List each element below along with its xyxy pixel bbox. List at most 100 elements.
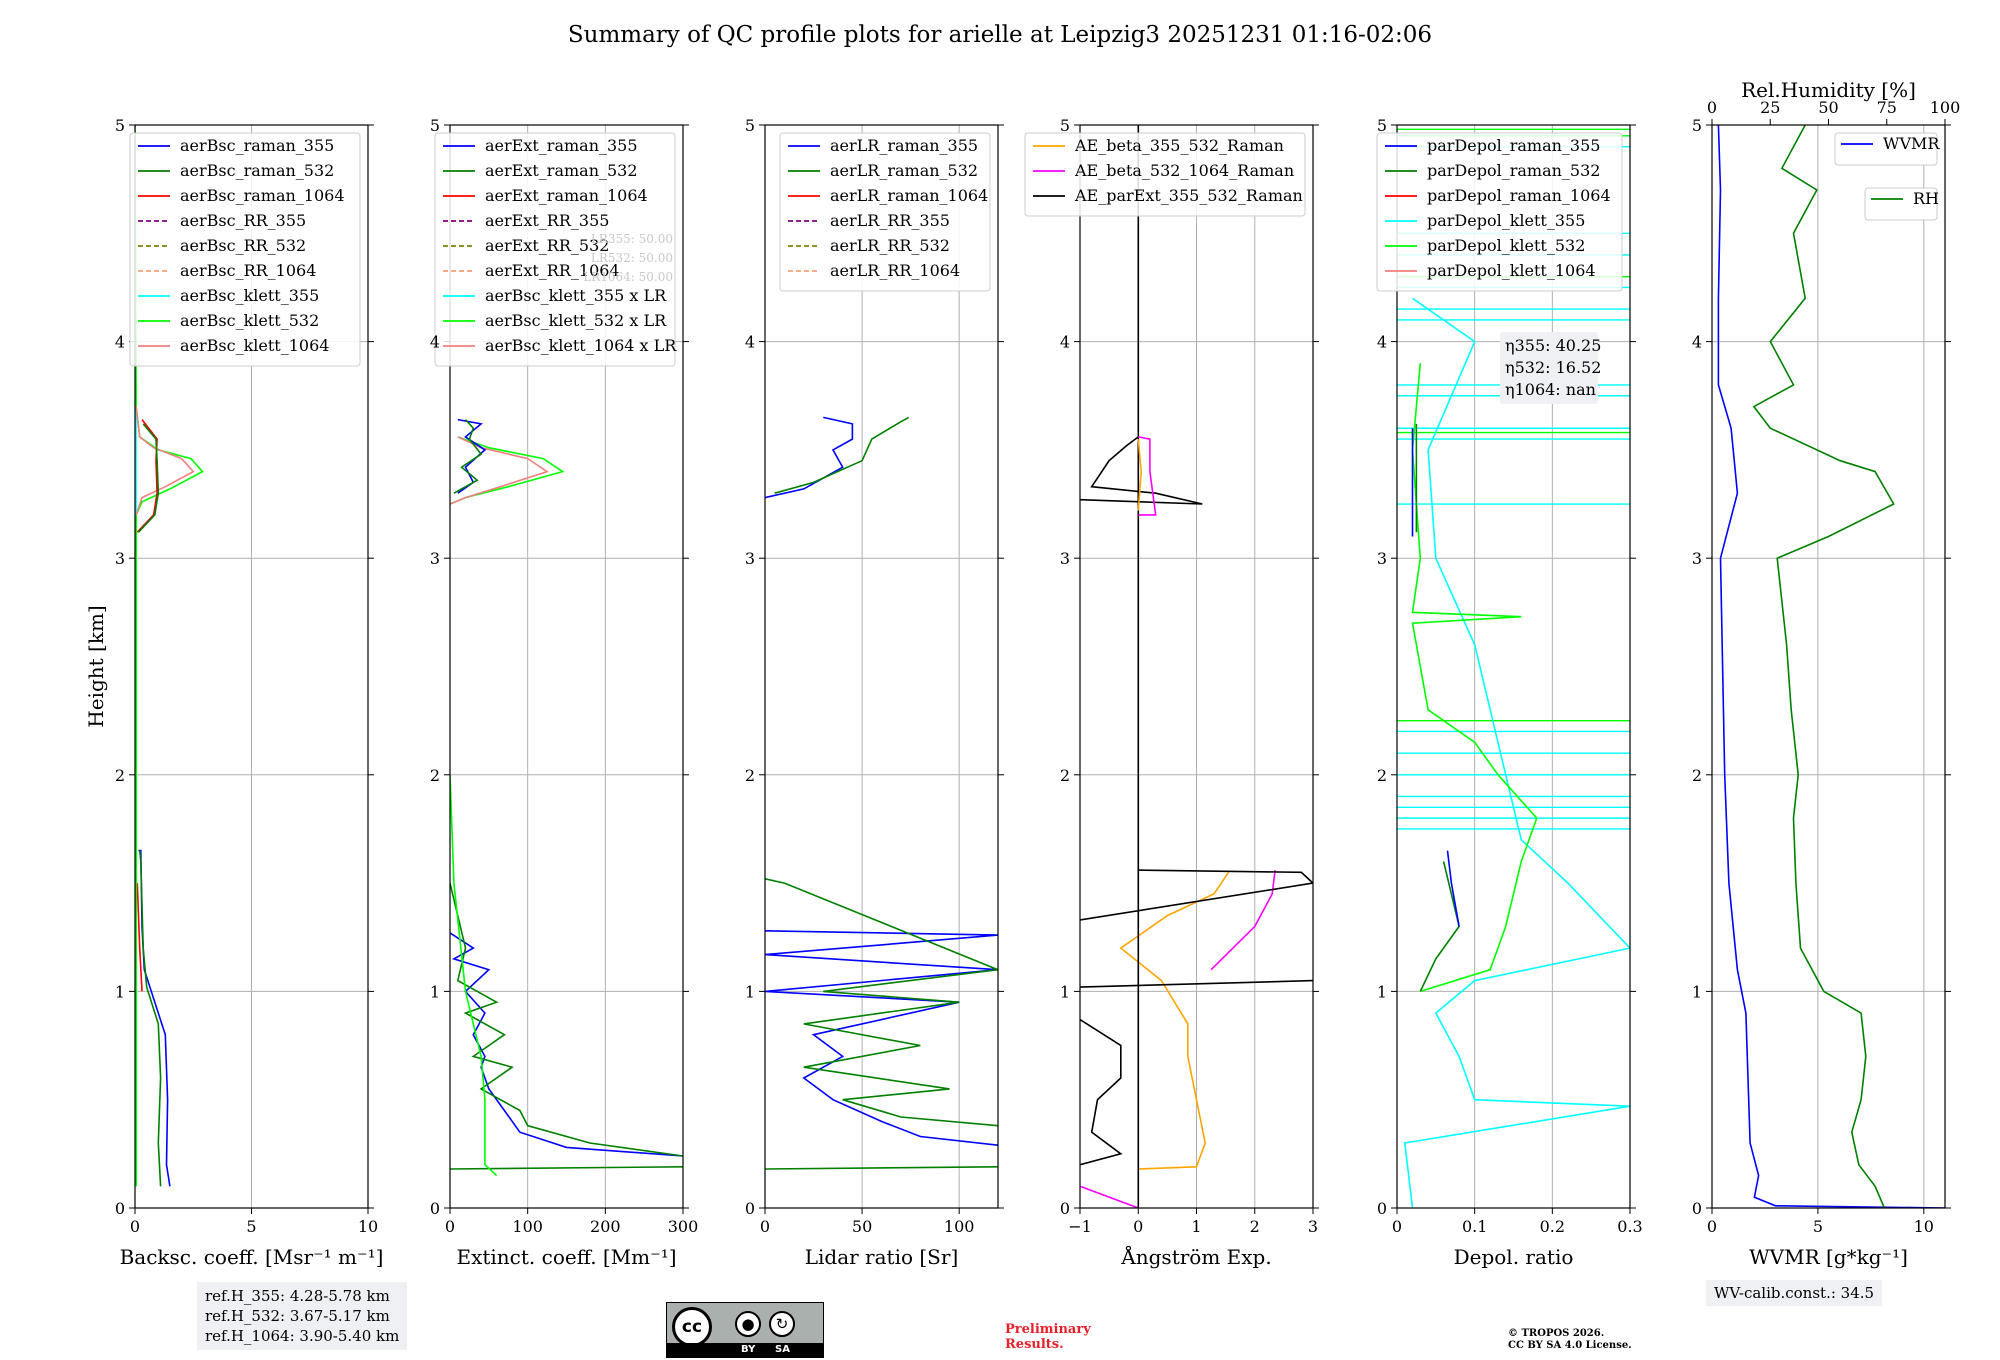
eta-box (1500, 332, 1598, 404)
series-aerLR_raman_355_cloud (765, 416, 854, 499)
y-tick-label: 1 (430, 982, 440, 1001)
legend-label: RH (1913, 189, 1939, 208)
x-tick-label: 0 (1392, 1217, 1402, 1236)
axes-frame (449, 124, 684, 1209)
y-tick-label: 5 (1377, 116, 1387, 135)
legend-label: aerLR_RR_355 (830, 211, 950, 230)
x-tick-label: 100 (944, 1217, 975, 1236)
series-parDepol_raman_532 (1419, 861, 1460, 992)
legend-box (1864, 187, 1938, 221)
x-tick-label: −1 (1068, 1217, 1092, 1236)
series-aerBsc_raman_532 (138, 850, 162, 1187)
series-aerBsc_raman_532_cloud (137, 423, 160, 533)
series-aerLR_raman_355 (765, 930, 998, 1146)
legend-label: aerExt_raman_532 (485, 161, 638, 180)
panel-depolarization (1376, 124, 1636, 1214)
x-tick-label: 300 (668, 1217, 699, 1236)
y-tick-label: 0 (1692, 1199, 1702, 1218)
y-tick-label: 3 (1377, 549, 1387, 568)
y-tick-label: 4 (745, 333, 755, 352)
y-tick-label: 2 (1377, 766, 1387, 785)
x-axis-label: Backsc. coeff. [Msr⁻¹ m⁻¹] (120, 1245, 384, 1269)
series-aerExt_raman_532_cloud (453, 419, 483, 494)
y-tick-label: 3 (745, 549, 755, 568)
y-tick-label: 5 (430, 116, 440, 135)
series-AE_beta_355_532_Raman_cloud (1137, 439, 1143, 511)
x-tick-label: 1 (1191, 1217, 1201, 1236)
legend-box (1376, 132, 1623, 292)
y-tick-label: 3 (1692, 549, 1702, 568)
lidar-ratio-label: LR355: 50.00 (591, 232, 673, 246)
series-WVMR (1717, 125, 1945, 1208)
y-tick-label: 2 (115, 766, 125, 785)
top-x-tick-label: 100 (1930, 98, 1961, 117)
preliminary-notice: Preliminary Results. (1005, 1322, 1091, 1352)
series-aerLR_raman_532_base (765, 1166, 998, 1170)
legend-label: parDepol_klett_532 (1427, 236, 1585, 255)
lidar-ratio-label: LR532: 50.00 (591, 251, 673, 265)
legend-label: aerBsc_raman_532 (180, 161, 334, 180)
x-tick-label: 0.3 (1617, 1217, 1642, 1236)
y-tick-label: 0 (430, 1199, 440, 1218)
series-aerExt_raman_532_base (450, 1166, 683, 1170)
y-tick-label: 5 (1692, 116, 1702, 135)
top-x-tick-label: 0 (1707, 98, 1717, 117)
x-tick-label: 3 (1308, 1217, 1318, 1236)
top-x-tick-label: 75 (1877, 98, 1897, 117)
legend-box (779, 132, 991, 292)
copyright-line-2: CC BY SA 4.0 License. (1508, 1340, 1632, 1351)
x-tick-label: 0 (130, 1217, 140, 1236)
share-alike-icon: ↻ (769, 1311, 795, 1337)
x-tick-label: 0 (1133, 1217, 1143, 1236)
preliminary-line-2: Results. (1005, 1337, 1064, 1352)
legend-label: WVMR (1883, 134, 1940, 153)
axes-frame (764, 124, 999, 1209)
series-AE_parExt_355_532_Raman_cloud (1080, 436, 1203, 505)
panel-water_vapor (1706, 119, 1951, 1214)
legend-label: aerLR_raman_1064 (830, 186, 988, 205)
legend-label: AE_parExt_355_532_Raman (1074, 186, 1303, 205)
y-tick-label: 5 (115, 116, 125, 135)
x-axis-label: Ångström Exp. (1120, 1244, 1271, 1269)
x-axis-label: Depol. ratio (1454, 1245, 1574, 1269)
legend-label: aerBsc_RR_1064 (180, 261, 316, 280)
legend-box (129, 132, 361, 367)
y-tick-label: 0 (1377, 1199, 1387, 1218)
y-tick-label: 3 (1060, 549, 1070, 568)
x-tick-label: 0.1 (1462, 1217, 1487, 1236)
legend-label: aerBsc_klett_532 (180, 311, 319, 330)
y-tick-label: 3 (115, 549, 125, 568)
legend-label: aerLR_RR_1064 (830, 261, 960, 280)
y-tick-label: 1 (1060, 982, 1070, 1001)
panel-lidar_ratio (759, 124, 1004, 1214)
legend-label: aerBsc_raman_355 (180, 136, 334, 155)
x-tick-label: 5 (246, 1217, 256, 1236)
legend-label: aerExt_RR_1064 (485, 261, 620, 280)
eta-label: η532: 16.52 (1505, 358, 1601, 377)
y-tick-label: 1 (115, 982, 125, 1001)
series-aerBsc_raman_1064_cloud (136, 419, 158, 533)
panel-angstrom (1024, 124, 1319, 1214)
legend-label: aerBsc_raman_1064 (180, 186, 345, 205)
series-parDepol_klett_355 (1403, 297, 1630, 1208)
series-AE_beta_532_1064_Raman_cloud (1138, 436, 1157, 516)
x-axis-label: Lidar ratio [Sr] (805, 1245, 959, 1269)
legend-box (434, 132, 676, 367)
top-x-tick-label: 50 (1818, 98, 1838, 117)
y-tick-label: 2 (1692, 766, 1702, 785)
legend-box (1024, 132, 1306, 217)
x-tick-label: 10 (1914, 1217, 1934, 1236)
panel-backscatter (129, 124, 374, 1214)
series-parDepol_klett_532 (1411, 363, 1538, 993)
series-parDepol_raman_355 (1446, 850, 1460, 927)
series-AE_beta_355_532_Raman (1119, 871, 1230, 1170)
y-tick-label: 0 (1060, 1199, 1070, 1218)
y-tick-label: 0 (745, 1199, 755, 1218)
series-aerBsc_klett_532_x_LR (450, 774, 498, 1177)
x-tick-label: 50 (852, 1217, 872, 1236)
y-tick-label: 1 (745, 982, 755, 1001)
ref-height-1064: ref.H_1064: 3.90-5.40 km (205, 1327, 400, 1345)
person-icon: ● (735, 1311, 761, 1337)
ref-height-355: ref.H_355: 4.28-5.78 km (205, 1287, 390, 1305)
